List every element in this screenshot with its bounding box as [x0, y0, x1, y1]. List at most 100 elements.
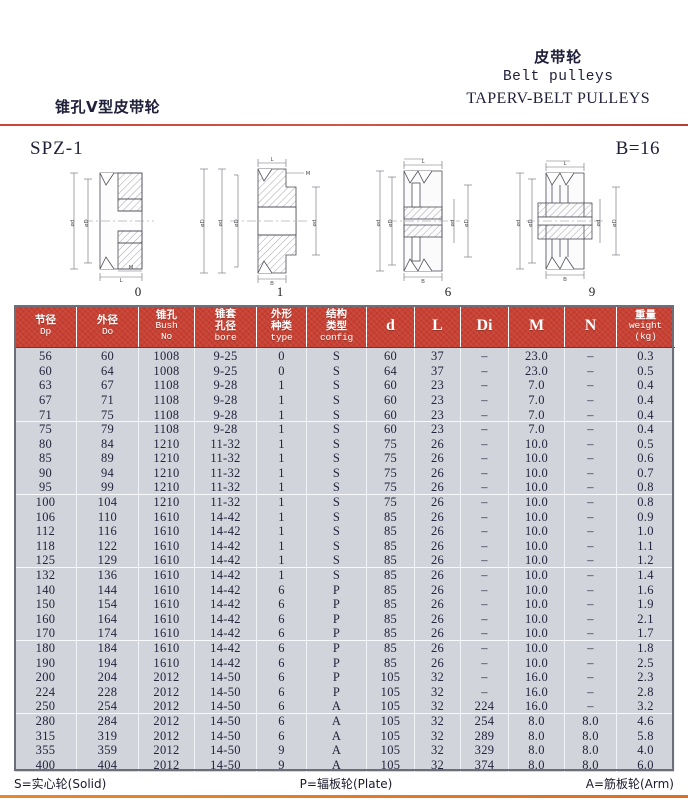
table-cell: 2.1 [616, 611, 675, 627]
table-cell: 14-42 [194, 611, 257, 627]
table-row: 125 129 1610 14-42 1 S 85 26–10.0–1.2 [14, 553, 675, 569]
table-cell: 26 [414, 524, 461, 539]
table-cell: – [460, 451, 509, 466]
table-cell: 1008 [138, 363, 195, 379]
table-row: 56 60 1008 9-25 0 S 60 37–23.0–0.3 [14, 347, 675, 364]
table-cell: 112 [14, 524, 77, 539]
table-cell: S [306, 392, 367, 408]
table-cell: S [306, 568, 367, 583]
table-cell: S [306, 451, 367, 466]
column-header-cn: 外径 [97, 313, 118, 326]
table-cell: P [306, 641, 367, 656]
svg-text:ød: ød [312, 220, 318, 227]
table-cell: 1108 [138, 378, 195, 393]
svg-text:L: L [119, 278, 123, 284]
column-header-Do: 外径 Do [76, 304, 139, 349]
table-cell: 136 [76, 568, 139, 583]
table-cell: 23 [414, 392, 461, 408]
svg-text:ød: ød [218, 220, 224, 227]
table-cell: S [306, 363, 367, 379]
column-header-Bush: 锥孔 Bush No [138, 304, 195, 349]
table-cell: 1610 [138, 597, 195, 612]
table-cell: 1610 [138, 626, 195, 641]
table-row: 200 204 2012 14-50 6 P 105 32–16.0–2.3 [14, 670, 675, 685]
table-cell: 9 [256, 743, 307, 758]
table-cell: 60 [366, 392, 415, 408]
table-cell: 10.0 [508, 655, 565, 671]
table-cell: – [564, 553, 617, 569]
column-header-cn: 节径 [35, 313, 56, 326]
table-cell: 75 [366, 480, 415, 496]
table-cell: 0 [256, 363, 307, 379]
b-dimension-label: B=16 [615, 138, 660, 159]
specification-table-container: 节径 Dp 外径 Do 锥孔 Bush No 锥套 孔径 bore 外形 种类 type 结构 类型 conf… [14, 304, 675, 773]
table-cell: 60 [366, 378, 415, 393]
figure-type-6: ød øD øD ød L B 6 [368, 155, 528, 300]
table-cell: 105 [366, 684, 415, 700]
table-cell: 1610 [138, 568, 195, 583]
table-cell: 0.5 [616, 436, 675, 452]
table-cell: 154 [76, 597, 139, 612]
table-cell: 6 [256, 655, 307, 671]
table-cell: – [460, 509, 509, 525]
table-cell: 32 [414, 670, 461, 685]
table-cell: 0.8 [616, 480, 675, 496]
table-cell: – [564, 480, 617, 496]
table-cell: – [460, 378, 509, 393]
table-cell: 1 [256, 495, 307, 510]
table-cell: 0.4 [616, 392, 675, 408]
table-row: 60 64 1008 9-25 0 S 64 37–23.0–0.5 [14, 363, 675, 379]
table-cell: 0.4 [616, 422, 675, 437]
table-cell: – [460, 524, 509, 539]
table-cell: 16.0 [508, 699, 565, 714]
table-cell: 8.0 [564, 728, 617, 744]
table-cell: – [460, 495, 509, 510]
table-cell: 1 [256, 509, 307, 525]
table-cell: 85 [14, 451, 77, 466]
column-header-en: Bush [155, 320, 178, 332]
table-cell: 11-32 [194, 495, 257, 510]
table-cell: 9 [256, 757, 307, 773]
table-cell: – [564, 407, 617, 423]
table-cell: 129 [76, 553, 139, 569]
svg-text:ød: ød [516, 220, 522, 227]
pulley-diagram-6-icon: ød øD øD ød L B [376, 158, 472, 285]
column-header-en: type [270, 331, 293, 343]
table-cell: 85 [366, 524, 415, 539]
table-cell: 7.0 [508, 422, 565, 437]
table-cell: – [564, 568, 617, 583]
table-cell: 1210 [138, 436, 195, 452]
table-cell: – [564, 495, 617, 510]
table-cell: 1610 [138, 524, 195, 539]
table-cell: 26 [414, 582, 461, 598]
table-row: 140 144 1610 14-42 6 P 85 26–10.0–1.6 [14, 582, 675, 598]
table-cell: – [460, 684, 509, 700]
column-header-cn2: 种类 [271, 319, 292, 332]
table-row: 90 94 1210 11-32 1 S 75 26–10.0–0.7 [14, 465, 675, 481]
table-cell: 1 [256, 524, 307, 539]
table-cell: 105 [366, 757, 415, 773]
table-cell: 9-28 [194, 378, 257, 393]
table-cell: P [306, 582, 367, 598]
table-cell: 10.0 [508, 553, 565, 569]
column-header-type: 外形 种类 type [256, 304, 307, 349]
table-cell: 32 [414, 757, 461, 773]
svg-text:øD: øD [200, 219, 206, 227]
table-cell: 10.0 [508, 436, 565, 452]
table-cell: 116 [76, 524, 139, 539]
table-cell: 10.0 [508, 597, 565, 612]
table-cell: A [306, 713, 367, 729]
table-cell: S [306, 465, 367, 481]
table-cell: – [460, 655, 509, 671]
table-cell: – [460, 568, 509, 583]
specification-table: 节径 Dp 外径 Do 锥孔 Bush No 锥套 孔径 bore 外形 种类 type 结构 类型 conf… [14, 304, 675, 773]
table-cell: 100 [14, 495, 77, 510]
table-cell: 1.8 [616, 641, 675, 656]
table-cell: 9-25 [194, 347, 257, 364]
table-cell: 224 [460, 699, 509, 714]
table-cell: 359 [76, 743, 139, 758]
table-cell: 16.0 [508, 670, 565, 685]
table-cell: 75 [366, 465, 415, 481]
table-row: 85 89 1210 11-32 1 S 75 26–10.0–0.6 [14, 451, 675, 466]
table-cell: 84 [76, 436, 139, 452]
